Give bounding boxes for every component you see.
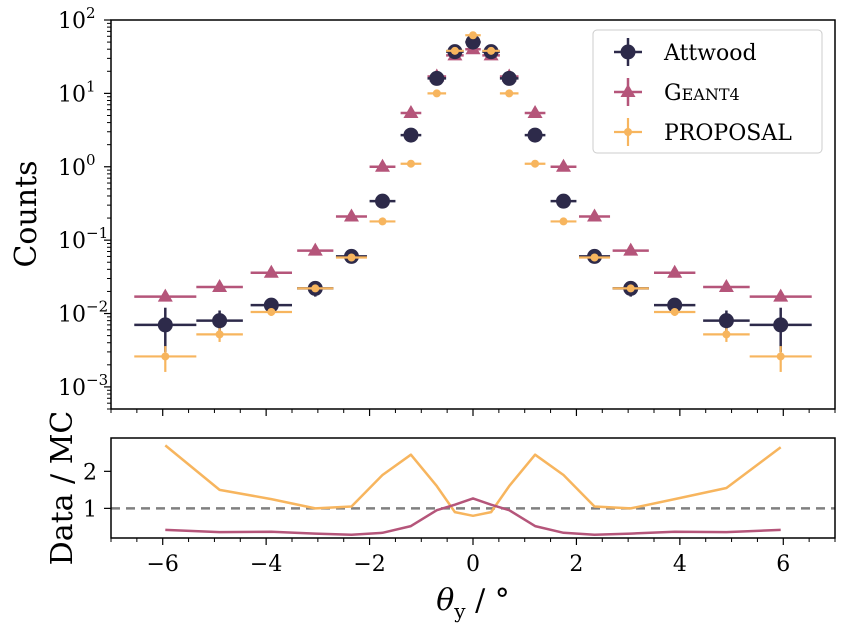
main-y-tick-label: 101	[58, 77, 96, 107]
ratio-y-tick-label: 2	[83, 460, 97, 485]
legend-entry-geant4: GEANT4	[664, 81, 740, 106]
proposal-point	[161, 352, 170, 361]
proposal-point	[378, 217, 387, 226]
geant4-point	[773, 288, 789, 302]
x-tick-label: −6	[146, 552, 178, 577]
proposal-point	[559, 217, 568, 226]
geant4-point	[667, 264, 683, 278]
legend-entry-attwood: Attwood	[663, 41, 757, 66]
attwood-point	[465, 34, 481, 50]
attwood-point	[263, 297, 279, 313]
attwood-point	[375, 193, 390, 209]
legend-marker-proposal	[624, 128, 632, 136]
series-attwood	[134, 34, 812, 352]
main-panel: 10−3 10−2 10−1 100 101 102 Counts Attwood GEA…	[9, 4, 836, 416]
geant4-point	[343, 208, 359, 222]
geant4-point	[375, 158, 390, 172]
geant4-point	[527, 105, 543, 119]
proposal-point	[432, 89, 441, 98]
x-tick-label: −4	[250, 552, 282, 577]
proposal-point	[469, 31, 477, 40]
x-tick-label: 0	[466, 552, 480, 577]
attwood-point	[667, 297, 683, 313]
proposal-point	[487, 46, 496, 55]
proposal-point	[505, 89, 514, 98]
geant4-point	[623, 242, 639, 256]
ratio-panel: 1 2 −6 −4 −2 0 2 4 6 Data / MC θy / °	[45, 411, 836, 623]
proposal-point	[450, 46, 459, 55]
geant4-point	[263, 264, 279, 278]
attwood-point	[501, 70, 517, 86]
attwood-point	[212, 313, 228, 329]
legend-box	[592, 29, 823, 154]
x-tick-label: −2	[353, 552, 385, 577]
geant4-point	[556, 158, 571, 172]
proposal-point	[406, 159, 415, 168]
geant4-point	[212, 278, 228, 292]
attwood-point	[157, 317, 173, 333]
proposal-point	[531, 159, 540, 168]
proposal-point	[215, 330, 224, 339]
proposal-point	[311, 284, 320, 293]
geant4-point	[307, 242, 323, 256]
proposal-point	[776, 352, 785, 361]
geant4-point	[157, 288, 173, 302]
series-proposal	[134, 31, 812, 372]
x-tick-label: 4	[673, 552, 687, 577]
attwood-point	[718, 313, 734, 329]
ratio-line-geant4	[165, 497, 781, 536]
attwood-point	[527, 127, 543, 143]
x-tick-label: 2	[569, 552, 583, 577]
main-y-tick-label: 10−1	[58, 224, 108, 254]
main-y-axis-label: Counts	[9, 160, 44, 267]
proposal-point	[626, 284, 635, 293]
geant4-point	[587, 208, 603, 222]
geant4-point	[718, 278, 734, 292]
main-y-tick-label: 10−3	[58, 371, 108, 401]
legend-marker-attwood	[620, 44, 636, 60]
attwood-point	[773, 317, 789, 333]
main-y-tick-label: 102	[58, 4, 96, 34]
attwood-point	[403, 127, 419, 143]
proposal-point	[267, 307, 276, 316]
ratio-y-tick-label: 1	[83, 497, 97, 522]
legend-marker-geant4	[620, 84, 636, 97]
ratio-y-axis-label: Data / MC	[45, 411, 80, 566]
main-y-tick-label: 100	[58, 151, 96, 181]
x-tick-label: 6	[776, 552, 790, 577]
attwood-point	[429, 70, 445, 86]
ratio-line-proposal	[164, 444, 782, 518]
proposal-point	[722, 330, 731, 339]
legend-entry-proposal: PROPOSAL	[664, 121, 792, 146]
legend: Attwood GEANT4 PROPOSAL	[592, 29, 823, 154]
proposal-point	[590, 253, 599, 262]
main-y-tick-label: 10−2	[58, 298, 108, 328]
x-axis-label: θy / °	[436, 583, 510, 623]
proposal-point	[347, 253, 356, 262]
geant4-point	[403, 105, 419, 119]
attwood-point	[556, 193, 571, 209]
proposal-point	[670, 307, 679, 316]
